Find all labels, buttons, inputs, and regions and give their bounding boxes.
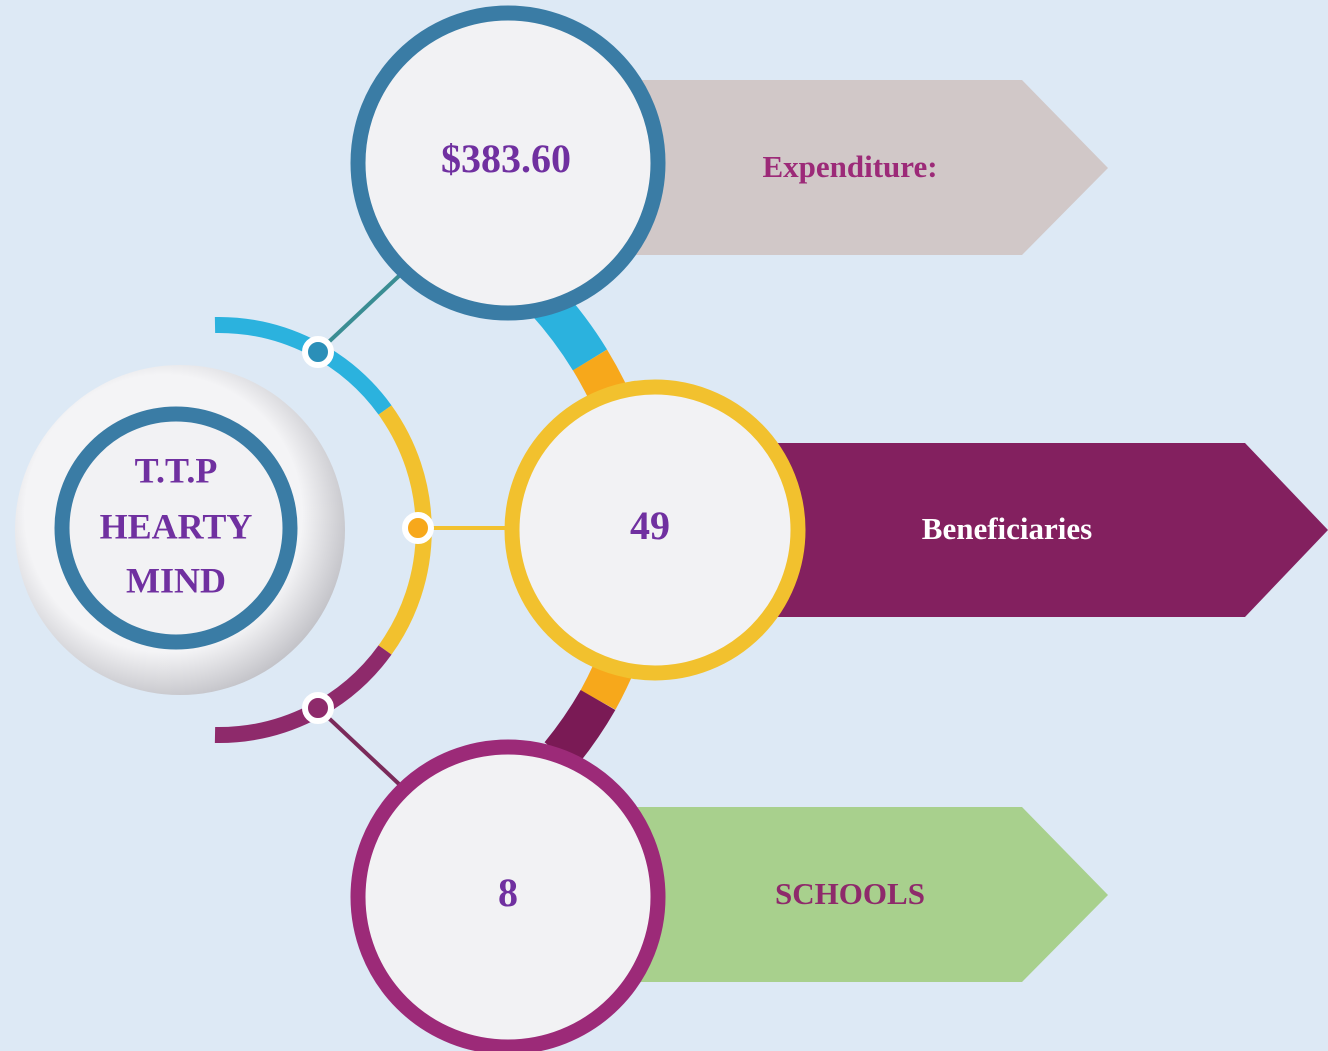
item-value: 49 — [630, 503, 670, 548]
arrow-expenditure — [620, 80, 1108, 255]
item-value: 8 — [498, 870, 518, 915]
center-title: HEARTY — [100, 506, 253, 546]
center-title: T.T.P — [135, 450, 218, 490]
circle-expenditure — [350, 5, 666, 321]
link-dots — [302, 336, 434, 724]
center-title: MIND — [126, 560, 226, 600]
arrow-beneficiaries — [760, 443, 1328, 617]
circle-beneficiaries — [504, 379, 806, 681]
item-value: $383.60 — [441, 136, 571, 181]
circle-schools — [350, 739, 666, 1051]
item-label: Expenditure: — [762, 149, 937, 184]
item-label: SCHOOLS — [775, 876, 925, 911]
center-circle — [54, 406, 298, 650]
arrow-schools — [620, 807, 1108, 982]
item-label: Beneficiaries — [922, 511, 1092, 546]
